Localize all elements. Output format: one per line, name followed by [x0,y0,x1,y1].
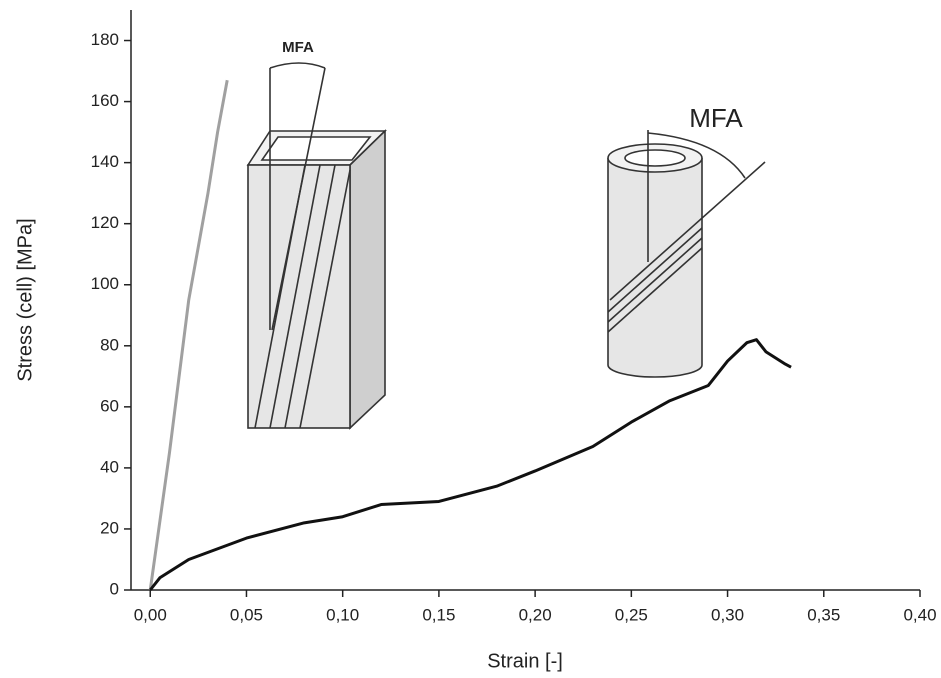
x-tick-label: 0,30 [711,605,744,624]
annotation: MFA [689,103,743,133]
x-tick-label: 0,00 [134,605,167,624]
y-tick-label: 160 [91,91,119,110]
y-tick-label: 0 [110,579,119,598]
x-tick-label: 0,20 [519,605,552,624]
box-diagram [246,62,387,430]
y-tick-label: 100 [91,274,119,293]
data-line [148,79,229,591]
x-tick-label: 0,05 [230,605,263,624]
y-tick-label: 20 [100,518,119,537]
x-tick-label: 0,10 [326,605,359,624]
y-tick-label: 140 [91,152,119,171]
y-tick-label: 60 [100,396,119,415]
y-tick-label: 40 [100,457,119,476]
x-tick-label: 0,35 [807,605,840,624]
x-tick-label: 0,25 [615,605,648,624]
annotation: MFA [282,39,314,56]
y-tick-label: 80 [100,335,119,354]
data-line [149,338,792,591]
x-tick-label: 0,15 [422,605,455,624]
cylinder-diagram [607,130,766,378]
y-tick-label: 120 [91,213,119,232]
y-axis-label: Stress (cell) [MPa] [14,218,36,381]
x-tick-label: 0,40 [903,605,936,624]
x-axis-label: Strain [-] [487,650,563,672]
y-tick-label: 180 [91,30,119,49]
